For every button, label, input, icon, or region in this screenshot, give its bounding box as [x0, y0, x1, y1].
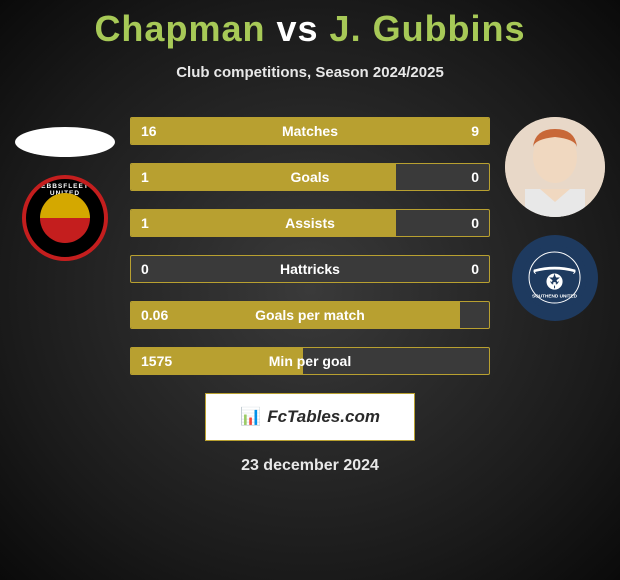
stat-value-right: 9 — [471, 123, 479, 139]
stat-value-right: 0 — [471, 169, 479, 185]
player1-team-badge: EBBSFLEET UNITED — [22, 175, 108, 261]
subtitle: Club competitions, Season 2024/2025 — [0, 64, 620, 81]
stat-label: Assists — [131, 215, 489, 231]
chart-icon: 📊 — [240, 407, 261, 427]
stat-row: 0Hattricks0 — [130, 255, 490, 283]
player2-column: SOUTHEND UNITED — [500, 117, 610, 321]
player1-column: EBBSFLEET UNITED — [10, 117, 120, 261]
footer-branding[interactable]: 📊 FcTables.com — [205, 393, 415, 441]
player2-photo — [505, 117, 605, 217]
stats-bars: 16Matches91Goals01Assists00Hattricks00.0… — [130, 117, 490, 375]
content-area: EBBSFLEET UNITED SOUTHEND UNI — [0, 117, 620, 375]
date-label: 23 december 2024 — [0, 457, 620, 475]
stat-value-right: 0 — [471, 215, 479, 231]
stat-row: 1Goals0 — [130, 163, 490, 191]
player2-team-badge: SOUTHEND UNITED — [512, 235, 598, 321]
stat-label: Matches — [131, 123, 489, 139]
stat-label: Goals per match — [131, 307, 489, 323]
stat-row: 1575Min per goal — [130, 347, 490, 375]
stat-label: Goals — [131, 169, 489, 185]
footer-text: FcTables.com — [267, 407, 380, 427]
player1-name: Chapman — [94, 8, 265, 49]
svg-text:SOUTHEND UNITED: SOUTHEND UNITED — [532, 294, 578, 299]
stat-row: 1Assists0 — [130, 209, 490, 237]
comparison-title: Chapman vs J. Gubbins — [0, 0, 620, 50]
player1-photo — [15, 127, 115, 157]
stat-value-right: 0 — [471, 261, 479, 277]
vs-label: vs — [276, 8, 318, 49]
stat-row: 0.06Goals per match — [130, 301, 490, 329]
stat-label: Hattricks — [131, 261, 489, 277]
player2-name: J. Gubbins — [330, 8, 526, 49]
stat-row: 16Matches9 — [130, 117, 490, 145]
stat-label: Min per goal — [131, 353, 489, 369]
